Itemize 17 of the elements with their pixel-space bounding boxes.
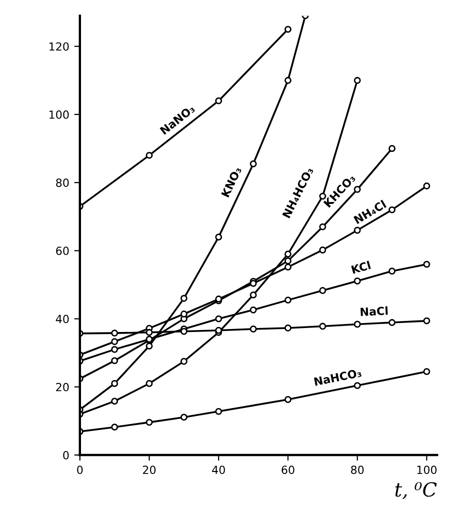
y-tick-label: 100 [49,110,69,119]
y-tick-label: 20 [56,382,69,392]
y-tick-label: 120 [49,42,69,51]
x-tick-label: 60 [282,466,294,474]
y-tick-label: 40 [56,314,69,324]
x-tick-label: 40 [212,466,225,474]
text: NaHCO₃ [314,368,362,386]
x-tick-label: 20 [143,466,156,474]
x-tick-label: 0 [77,466,83,474]
series-label: NaCl [360,306,388,316]
x-tick-label: 100 [417,466,437,474]
x-tick-label: 80 [351,466,364,474]
x-axis-title: t, ⁰C [395,482,437,500]
y-tick-label: 80 [56,178,69,187]
y-tick-label: 60 [56,246,69,256]
text: KCl [351,260,371,274]
y-tick-label: 0 [63,450,69,460]
